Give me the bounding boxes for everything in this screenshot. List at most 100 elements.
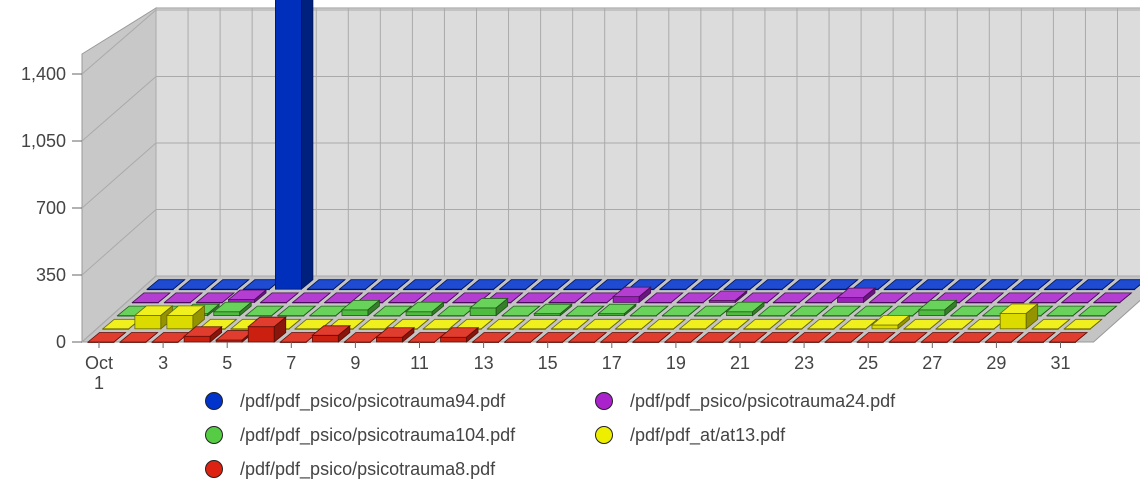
x-tick-label: 23 xyxy=(794,353,814,373)
bar xyxy=(612,286,652,304)
bar xyxy=(789,305,830,317)
bar xyxy=(693,305,734,317)
grid-line xyxy=(81,142,157,209)
y-tick-label: 1,400 xyxy=(21,64,66,84)
bar xyxy=(824,332,864,343)
bar xyxy=(306,279,347,291)
bar xyxy=(471,332,512,343)
bar xyxy=(227,289,268,304)
bar xyxy=(195,292,236,304)
bar xyxy=(133,305,174,330)
bar xyxy=(582,318,623,330)
bar xyxy=(212,301,253,317)
legend-swatch xyxy=(595,392,613,410)
x-tick-label: 25 xyxy=(858,353,878,373)
bar xyxy=(853,305,894,317)
bar xyxy=(838,318,879,330)
bar xyxy=(742,318,783,330)
bar xyxy=(947,279,988,291)
bar xyxy=(690,279,731,291)
bar xyxy=(163,292,204,304)
bar xyxy=(979,279,1020,291)
bar xyxy=(501,305,541,317)
bar xyxy=(646,318,687,330)
bar xyxy=(759,332,800,343)
y-axis-ticks: 0 350 700 1,050 1,400 xyxy=(21,64,82,352)
bar xyxy=(757,305,798,317)
bar xyxy=(466,279,507,291)
bar xyxy=(150,332,191,343)
bar xyxy=(1016,332,1057,343)
grid-line xyxy=(81,209,157,276)
bar xyxy=(915,279,956,291)
legend-swatch xyxy=(595,426,613,444)
y-tick-label: 700 xyxy=(36,198,66,218)
x-tick-label: 29 xyxy=(986,353,1006,373)
bar xyxy=(868,292,909,304)
legend-swatch xyxy=(205,460,223,478)
legend-label: /pdf/pdf_at/at13.pdf xyxy=(630,425,786,445)
bar xyxy=(86,332,127,343)
bar xyxy=(562,279,603,291)
bar xyxy=(949,305,990,317)
bar xyxy=(727,332,768,343)
bar xyxy=(614,318,655,330)
bar xyxy=(900,292,941,304)
bar xyxy=(210,279,250,291)
bar xyxy=(806,318,847,330)
bar xyxy=(533,303,573,317)
bar xyxy=(821,305,862,317)
bar xyxy=(486,318,527,330)
bar xyxy=(984,332,1025,343)
bar xyxy=(535,332,576,343)
bar xyxy=(856,332,896,343)
bar xyxy=(1107,279,1140,291)
bar xyxy=(594,279,635,291)
bar xyxy=(372,305,413,317)
bar xyxy=(870,314,911,330)
bar xyxy=(547,292,588,304)
back-wall xyxy=(155,7,1140,277)
bar xyxy=(515,292,556,304)
bar xyxy=(503,332,544,343)
y-tick-label: 350 xyxy=(36,265,66,285)
bar xyxy=(708,290,748,304)
bar xyxy=(710,318,751,330)
x-tick-label: 3 xyxy=(158,353,168,373)
legend-label: /pdf/pdf_psico/psicotrauma8.pdf xyxy=(240,459,496,479)
bar xyxy=(1031,318,1071,330)
bar xyxy=(755,279,795,291)
bar xyxy=(274,0,314,291)
y-tick-label: 0 xyxy=(56,332,66,352)
bar xyxy=(131,292,172,304)
bar xyxy=(1063,318,1103,330)
bar xyxy=(952,332,992,343)
chart-bars xyxy=(86,0,1140,343)
bar xyxy=(902,318,943,330)
bar xyxy=(676,292,716,304)
x-tick-label: 31 xyxy=(1050,353,1070,373)
bar xyxy=(387,292,428,304)
bar xyxy=(999,303,1039,330)
bar xyxy=(772,292,813,304)
bar xyxy=(404,301,445,317)
bar xyxy=(340,299,381,317)
bar xyxy=(1060,292,1101,304)
bar xyxy=(695,332,736,343)
bar xyxy=(888,332,928,343)
bar xyxy=(146,279,186,291)
bar xyxy=(740,292,780,304)
x-tick-label: 27 xyxy=(922,353,942,373)
bar xyxy=(375,326,416,343)
grid-line xyxy=(81,9,157,75)
bar xyxy=(370,279,411,291)
bar xyxy=(629,305,670,317)
bar xyxy=(996,292,1037,304)
bar xyxy=(1092,292,1133,304)
bar xyxy=(774,318,815,330)
bar xyxy=(934,318,975,330)
bar xyxy=(597,303,637,317)
legend-label: /pdf/pdf_psico/psicotrauma104.pdf xyxy=(240,425,516,445)
